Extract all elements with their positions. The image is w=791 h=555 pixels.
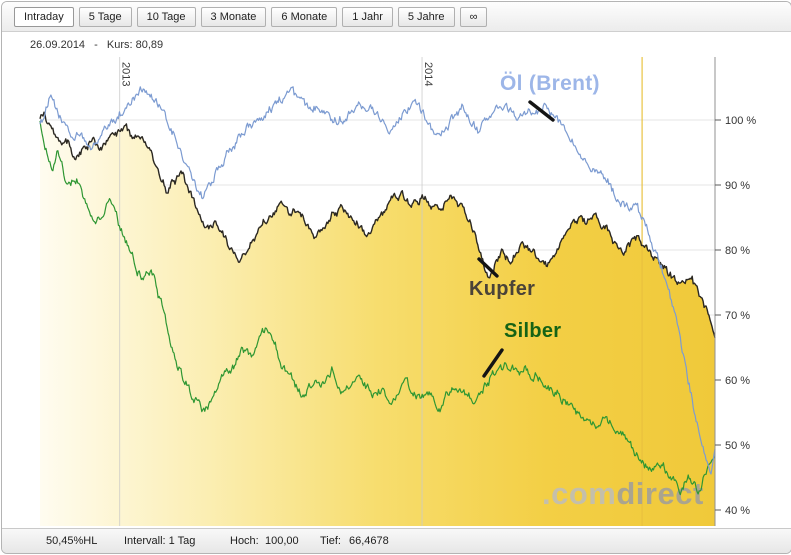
- footer-high-label: Hoch:: [230, 535, 259, 547]
- quote-infoline: 26.09.2014 - Kurs: 80,89: [30, 39, 169, 51]
- pointer-line-oel: [528, 100, 555, 122]
- footer-interval: Intervall: 1 Tag: [124, 535, 196, 547]
- chart-label-oel: Öl (Brent): [500, 72, 600, 95]
- copper-area-fill: [40, 112, 715, 526]
- y-axis-label: 100 %: [725, 115, 756, 127]
- y-axis-label: 80 %: [725, 245, 750, 257]
- tab-5-tage[interactable]: 5 Tage: [78, 7, 132, 27]
- tab-5-jahre[interactable]: 5 Jahre: [397, 7, 455, 27]
- series-line-silber: [39, 120, 716, 496]
- tab-10-tage[interactable]: 10 Tage: [136, 7, 196, 27]
- chart-statusbar: 50,45%HL Intervall: 1 Tag Hoch: 100,00 T…: [2, 528, 791, 553]
- tab-6-monate[interactable]: 6 Monate: [271, 7, 338, 27]
- footer-high-value: 100,00: [265, 535, 299, 547]
- pointer-line-silber: [482, 348, 504, 378]
- y-axis-label: 40 %: [725, 505, 750, 517]
- quote-price: Kurs: 80,89: [106, 39, 164, 51]
- y-axis-label: 90 %: [725, 180, 750, 192]
- year-label: 2013: [120, 62, 132, 86]
- y-axis-label: 50 %: [725, 440, 750, 452]
- tab-intraday[interactable]: Intraday: [14, 7, 74, 27]
- tab-3-monate[interactable]: 3 Monate: [200, 7, 267, 27]
- pointer-line-kupfer: [477, 257, 499, 278]
- quote-date: 26.09.2014: [30, 39, 86, 51]
- footer-low-label: Tief:: [320, 535, 341, 547]
- tab-1-jahr[interactable]: 1 Jahr: [342, 7, 393, 27]
- chart-label-silber: Silber: [504, 320, 562, 342]
- series-line-kupfer: [39, 111, 716, 338]
- y-axis-label: 60 %: [725, 375, 750, 387]
- period-tabbar: Intraday 5 Tage 10 Tage 3 Monate 6 Monat…: [2, 2, 791, 32]
- year-label: 2014: [422, 62, 434, 86]
- quote-separator: -: [94, 39, 98, 51]
- comdirect-watermark: .comdirect: [542, 476, 704, 511]
- y-axis-label: 70 %: [725, 310, 750, 322]
- footer-low-value: 66,4678: [349, 535, 389, 547]
- series-line-oel: [39, 86, 716, 475]
- chart-label-kupfer: Kupfer: [469, 278, 536, 300]
- tab-max[interactable]: ∞: [459, 7, 488, 27]
- footer-range-percent: 50,45%HL: [46, 535, 98, 547]
